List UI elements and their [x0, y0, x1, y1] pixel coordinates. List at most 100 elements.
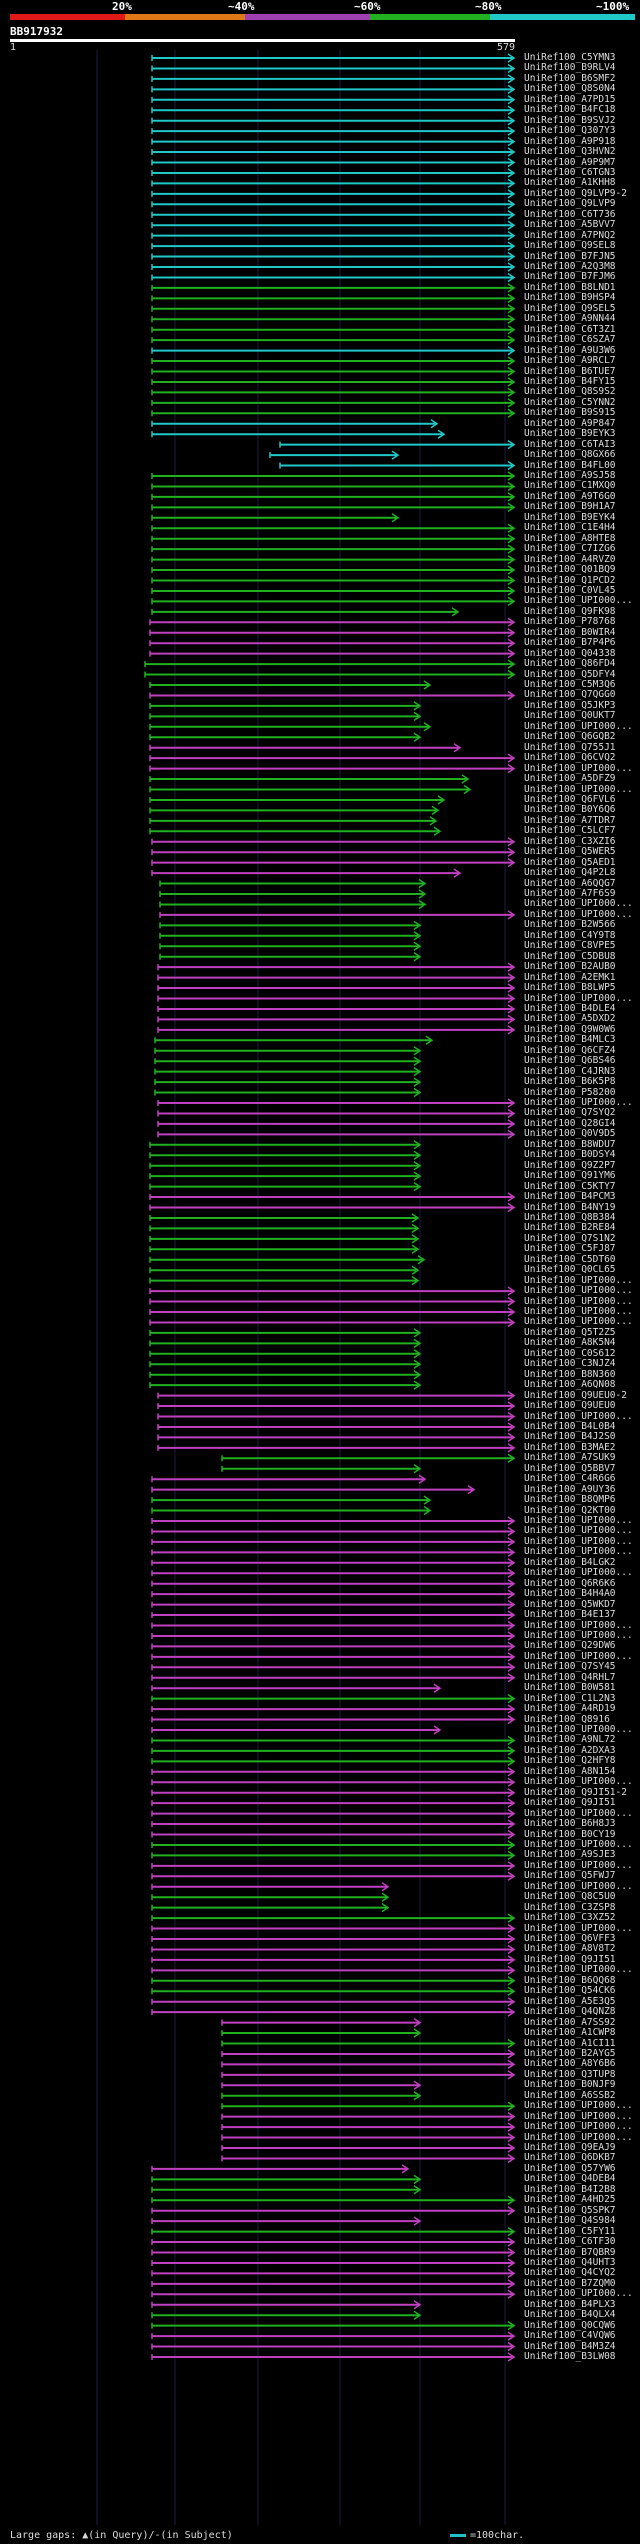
- hit-label[interactable]: UniRef100_Q9FK98: [524, 605, 616, 617]
- hit-label[interactable]: UniRef100_B7FJN5: [524, 250, 616, 262]
- hit-label[interactable]: UniRef100_C8VPE5: [524, 940, 616, 952]
- hit-label[interactable]: UniRef100_B6TUE7: [524, 365, 616, 377]
- hit-label[interactable]: UniRef100_Q0V9D5: [524, 1128, 616, 1140]
- hit-label[interactable]: UniRef100_Q8B384: [524, 1211, 616, 1223]
- hit-label[interactable]: UniRef100_A7PD15: [524, 93, 616, 105]
- hit-label[interactable]: UniRef100_UPI000...: [524, 1285, 633, 1297]
- hit-label[interactable]: UniRef100_Q0CQW6: [524, 2319, 616, 2331]
- hit-label[interactable]: UniRef100_UPI000...: [524, 595, 633, 607]
- hit-label[interactable]: UniRef100_A9P918: [524, 135, 616, 147]
- hit-label[interactable]: UniRef100_UPI000...: [524, 1619, 633, 1631]
- hit-label[interactable]: UniRef100_Q2KT00: [524, 1504, 616, 1516]
- hit-label[interactable]: UniRef100_Q6GQB2: [524, 731, 616, 743]
- hit-label[interactable]: UniRef100_A9SJE3: [524, 1849, 616, 1861]
- hit-label[interactable]: UniRef100_Q9JI51: [524, 1953, 616, 1965]
- hit-label[interactable]: UniRef100_C5FJ87: [524, 1243, 616, 1255]
- hit-label[interactable]: UniRef100_B9EYK3: [524, 428, 616, 440]
- hit-label[interactable]: UniRef100_C3ZSP8: [524, 1901, 616, 1913]
- hit-label[interactable]: UniRef100_UPI000...: [524, 720, 633, 732]
- hit-label[interactable]: UniRef100_B6H8J3: [524, 1818, 616, 1830]
- hit-label[interactable]: UniRef100_Q6FVL6: [524, 793, 616, 805]
- hit-label[interactable]: UniRef100_Q6CVQ2: [524, 752, 616, 764]
- hit-label[interactable]: UniRef100_C6TAI3: [524, 438, 616, 450]
- hit-label[interactable]: UniRef100_B6SMF2: [524, 72, 616, 84]
- hit-label[interactable]: UniRef100_A7F6S9: [524, 888, 616, 899]
- hit-label[interactable]: UniRef100_Q4QNZ8: [524, 2006, 616, 2018]
- hit-label[interactable]: UniRef100_A6QQG7: [524, 877, 616, 889]
- hit-label[interactable]: UniRef100_A5E3Q5: [524, 1995, 616, 2007]
- hit-label[interactable]: UniRef100_UPI000...: [524, 1525, 633, 1537]
- hit-label[interactable]: UniRef100_B2AUB0: [524, 961, 616, 973]
- hit-label[interactable]: UniRef100_C4R6G6: [524, 1473, 616, 1485]
- hit-label[interactable]: UniRef100_UPI000...: [524, 1859, 633, 1871]
- hit-label[interactable]: UniRef100_Q9LVP9-2: [524, 187, 627, 199]
- hit-label[interactable]: UniRef100_C3XZI6: [524, 835, 616, 847]
- hit-label[interactable]: UniRef100_Q9UEU0: [524, 1400, 616, 1412]
- hit-label[interactable]: UniRef100_Q5FWJ7: [524, 1870, 616, 1882]
- hit-label[interactable]: UniRef100_Q9UEU0-2: [524, 1389, 627, 1401]
- hit-label[interactable]: UniRef100_Q9SEL8: [524, 240, 616, 252]
- hit-label[interactable]: UniRef100_B4PLX3: [524, 2298, 616, 2310]
- hit-label[interactable]: UniRef100_UPI000...: [524, 1629, 633, 1641]
- hit-label[interactable]: UniRef100_UPI000...: [524, 1535, 633, 1547]
- hit-label[interactable]: UniRef100_B9HSP4: [524, 292, 616, 304]
- hit-label[interactable]: UniRef100_A8K5N4: [524, 1337, 616, 1349]
- hit-label[interactable]: UniRef100_UPI000...: [524, 1097, 633, 1108]
- hit-label[interactable]: UniRef100_B7ZQM0: [524, 2277, 616, 2289]
- hit-label[interactable]: UniRef100_A8HTE8: [524, 532, 616, 544]
- hit-label[interactable]: UniRef100_Q9W0W6: [524, 1023, 616, 1035]
- hit-label[interactable]: UniRef100_Q4CYQ2: [524, 2267, 616, 2279]
- hit-label[interactable]: UniRef100_B0W581: [524, 1682, 616, 1694]
- hit-label[interactable]: UniRef100_UPI000...: [524, 1274, 633, 1286]
- hit-label[interactable]: UniRef100_C5DBU8: [524, 950, 616, 962]
- hit-label[interactable]: UniRef100_Q6R6K6: [524, 1577, 616, 1589]
- hit-label[interactable]: UniRef100_B2W566: [524, 919, 616, 931]
- hit-label[interactable]: UniRef100_C5KTY7: [524, 1180, 616, 1192]
- hit-label[interactable]: UniRef100_UPI000...: [524, 992, 633, 1004]
- hit-label[interactable]: UniRef100_Q4DEB4: [524, 2173, 616, 2185]
- hit-label[interactable]: UniRef100_B4NY19: [524, 1201, 616, 1213]
- hit-label[interactable]: UniRef100_B9S915: [524, 407, 616, 419]
- hit-label[interactable]: UniRef100_A9U3W6: [524, 344, 616, 356]
- hit-label[interactable]: UniRef100_C6T736: [524, 208, 616, 220]
- hit-label[interactable]: UniRef100_A8N154: [524, 1765, 616, 1777]
- hit-label[interactable]: UniRef100_C6TGN3: [524, 166, 616, 178]
- hit-label[interactable]: UniRef100_Q307Y3: [524, 125, 616, 137]
- hit-label[interactable]: UniRef100_C7IZG6: [524, 543, 616, 555]
- hit-label[interactable]: UniRef100_UPI000...: [524, 1316, 633, 1328]
- hit-label[interactable]: UniRef100_UPI000...: [524, 1838, 633, 1850]
- hit-label[interactable]: UniRef100_Q6CFZ4: [524, 1044, 616, 1056]
- hit-label[interactable]: UniRef100_A9SJ58: [524, 470, 616, 481]
- hit-label[interactable]: UniRef100_UPI000...: [524, 2110, 633, 2122]
- hit-label[interactable]: UniRef100_C5LCF7: [524, 825, 616, 837]
- hit-label[interactable]: UniRef100_A9UY36: [524, 1483, 616, 1495]
- hit-label[interactable]: UniRef100_Q29DW6: [524, 1640, 616, 1652]
- hit-label[interactable]: UniRef100_B9RLV4: [524, 62, 616, 74]
- hit-label[interactable]: UniRef100_Q7SYQ2: [524, 1107, 616, 1119]
- hit-label[interactable]: UniRef100_Q4S984: [524, 2215, 616, 2227]
- hit-label[interactable]: UniRef100_B4QLX4: [524, 2309, 616, 2321]
- hit-label[interactable]: UniRef100_C0VL45: [524, 584, 616, 596]
- hit-label[interactable]: UniRef100_Q3HVN2: [524, 146, 616, 158]
- hit-label[interactable]: UniRef100_C5FY11: [524, 2225, 616, 2237]
- hit-label[interactable]: UniRef100_Q2HFY8: [524, 1755, 616, 1767]
- hit-label[interactable]: UniRef100_Q9SEL5: [524, 302, 616, 314]
- hit-label[interactable]: UniRef100_A6QN08: [524, 1379, 616, 1391]
- hit-label[interactable]: UniRef100_Q7QGG0: [524, 689, 616, 701]
- hit-label[interactable]: UniRef100_Q5SPK7: [524, 2204, 616, 2216]
- hit-label[interactable]: UniRef100_Q6VFF3: [524, 1933, 616, 1944]
- hit-label[interactable]: UniRef100_C4Y9T8: [524, 929, 616, 941]
- hit-label[interactable]: UniRef100_A4RVZ0: [524, 553, 616, 565]
- hit-label[interactable]: UniRef100_Q5BBV7: [524, 1462, 616, 1474]
- hit-label[interactable]: UniRef100_C4JRN3: [524, 1065, 616, 1077]
- hit-label[interactable]: UniRef100_UPI000...: [524, 2121, 633, 2133]
- hit-label[interactable]: UniRef100_UPI000...: [524, 1410, 633, 1422]
- hit-label[interactable]: UniRef100_A1KHH8: [524, 177, 616, 189]
- hit-label[interactable]: UniRef100_B4DLE4: [524, 1002, 616, 1014]
- hit-label[interactable]: UniRef100_P78768: [524, 616, 616, 628]
- hit-label[interactable]: UniRef100_UPI000...: [524, 783, 633, 795]
- hit-label[interactable]: UniRef100_B9SVJ2: [524, 114, 616, 126]
- hit-label[interactable]: UniRef100_A5DXD2: [524, 1013, 616, 1025]
- hit-label[interactable]: UniRef100_C6T3Z1: [524, 323, 616, 335]
- hit-label[interactable]: UniRef100_Q8S0N4: [524, 83, 616, 95]
